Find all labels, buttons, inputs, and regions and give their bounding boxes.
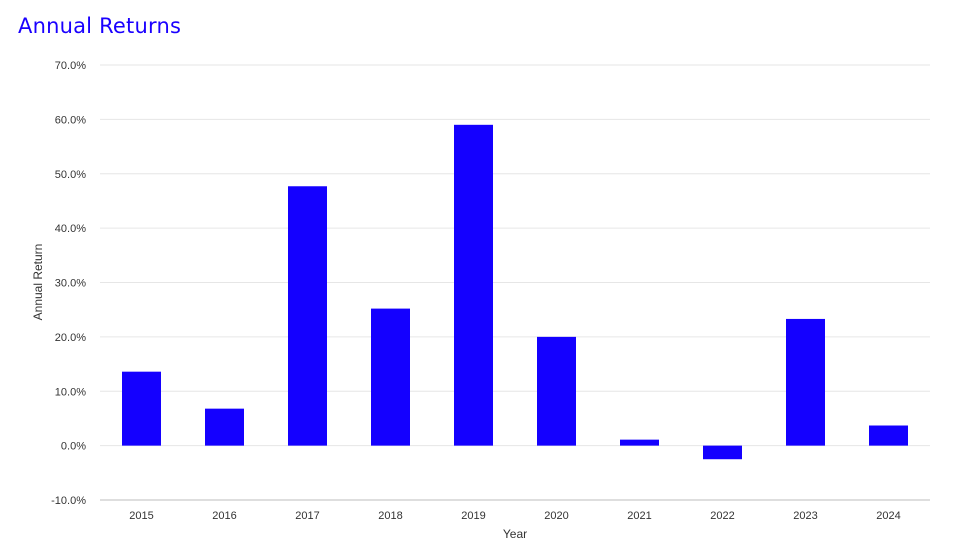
y-tick-label: 0.0% <box>61 441 86 453</box>
bar-2019 <box>454 124 493 446</box>
bar-2017 <box>288 186 327 446</box>
gridlines <box>100 64 930 501</box>
x-tick-label: 2020 <box>544 510 568 522</box>
bar-2024 <box>869 425 908 446</box>
bar-2020 <box>537 336 576 446</box>
x-tick-label: 2015 <box>129 510 153 522</box>
x-tick-label: 2022 <box>710 510 734 522</box>
x-tick-label: 2024 <box>876 510 900 522</box>
x-tick-label: 2016 <box>212 510 236 522</box>
y-tick-label: 20.0% <box>55 332 86 344</box>
x-tick-labels: 2015 2016 2017 2018 2019 2020 2021 2022 2023 2024 <box>129 510 900 522</box>
y-tick-label: -10.0% <box>51 495 86 507</box>
y-axis-title: Annual Return <box>31 244 45 321</box>
bar-2023 <box>786 318 825 446</box>
x-tick-label: 2019 <box>461 510 485 522</box>
x-tick-label: 2018 <box>378 510 402 522</box>
x-tick-label: 2017 <box>295 510 319 522</box>
bar-2015 <box>122 371 161 446</box>
x-tick-label: 2021 <box>627 510 651 522</box>
y-tick-labels: -10.0% 0.0% 10.0% 20.0% 30.0% 40.0% 50.0% 60.0%… <box>51 60 86 507</box>
y-tick-label: 40.0% <box>55 223 86 235</box>
bars <box>122 124 908 460</box>
bar-2022 <box>703 445 742 460</box>
y-tick-label: 10.0% <box>55 386 86 398</box>
x-tick-label: 2023 <box>793 510 817 522</box>
chart-title: Annual Returns <box>18 14 182 38</box>
y-tick-label: 30.0% <box>55 278 86 290</box>
y-tick-label: 70.0% <box>55 60 86 72</box>
bar-2021 <box>620 439 659 446</box>
x-axis-title: Year <box>503 527 527 541</box>
y-tick-label: 50.0% <box>55 169 86 181</box>
bar-2018 <box>371 308 410 446</box>
bar-2016 <box>205 408 244 446</box>
y-tick-label: 60.0% <box>55 114 86 126</box>
